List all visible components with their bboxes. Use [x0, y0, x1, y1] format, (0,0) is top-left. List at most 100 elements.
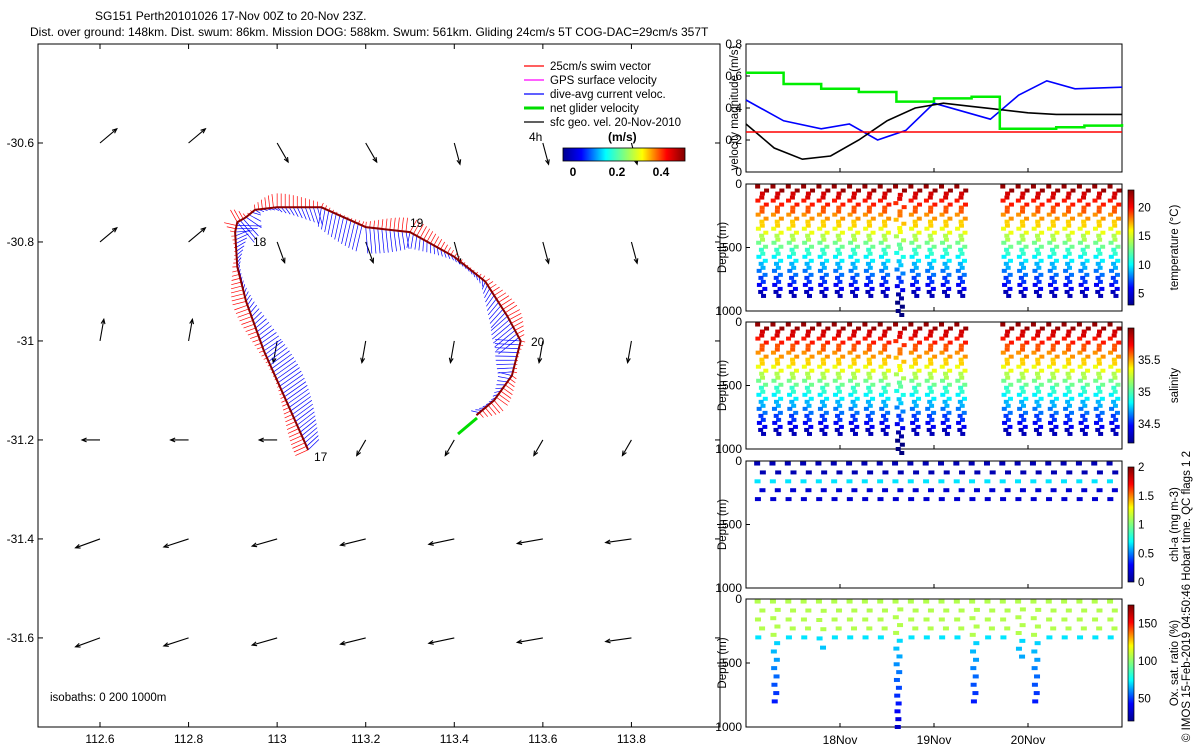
profile-sample-dot	[931, 368, 937, 373]
profile-sample-dot	[912, 347, 918, 352]
profile-sample-dot	[869, 410, 875, 415]
profile-sample-dot	[922, 461, 929, 466]
profile-sample-dot	[1020, 470, 1027, 475]
swim-vector	[369, 221, 371, 228]
profile-sample-dot	[836, 608, 843, 613]
profile-sample-dot	[833, 392, 839, 397]
profile-sample-dot	[855, 368, 861, 373]
profile-sample-dot	[1078, 282, 1084, 287]
profile-sample-dot	[1047, 406, 1053, 411]
profile-sample-dot	[823, 410, 829, 415]
geo-velocity-arrowhead	[100, 317, 106, 325]
geo-velocity-arrow	[517, 637, 543, 643]
profile-sample-dot	[901, 205, 907, 210]
swim-vector	[291, 438, 304, 446]
profile-sample-dot	[1005, 191, 1011, 196]
swim-vector	[287, 428, 299, 434]
profile-sample-dot	[963, 188, 969, 193]
profile-sample-dot	[775, 389, 781, 394]
profile-sample-dot	[1065, 195, 1071, 200]
profile-sample-dot	[1051, 265, 1057, 270]
profile-sample-dot	[805, 371, 811, 376]
profile-sample-dot	[1053, 286, 1059, 291]
profile-sample-dot	[756, 392, 762, 397]
geo-velocity-arrow	[627, 340, 632, 363]
profile-sample-dot	[913, 251, 919, 256]
profile-sample-dot	[866, 371, 872, 376]
profile-y-axis-label: Depth (m)	[717, 222, 729, 273]
current-vector	[494, 343, 520, 346]
profile-sample-dot	[866, 488, 873, 493]
profile-sample-dot	[958, 608, 965, 613]
profile-sample-dot	[836, 357, 842, 362]
geo-velocity-arrowhead	[200, 127, 207, 134]
profile-sample-dot	[869, 424, 875, 429]
profile-sample-dot	[1036, 251, 1042, 256]
profile-sample-dot	[988, 626, 995, 631]
profile-sample-dot	[1035, 607, 1042, 612]
geo-velocity-arrow	[533, 439, 544, 456]
profile-sample-dot	[832, 198, 838, 203]
current-vector	[481, 281, 486, 290]
profile-sample-dot	[1112, 361, 1118, 366]
profile-sample-dot	[774, 385, 780, 390]
profile-sample-dot	[770, 632, 777, 637]
profile-sample-dot	[771, 268, 777, 273]
profile-colorbar-tick-label: 35.5	[1138, 355, 1160, 367]
profile-sample-dot	[771, 364, 777, 369]
profile-sample-dot	[1031, 212, 1037, 217]
swim-vector	[260, 199, 263, 210]
profile-sample-dot	[788, 427, 794, 432]
profile-sample-dot	[1082, 403, 1088, 408]
current-vector	[494, 351, 518, 353]
profile-sample-dot	[929, 417, 935, 422]
profile-sample-dot	[790, 343, 796, 348]
profile-sample-dot	[958, 195, 964, 200]
profile-sample-dot	[775, 251, 781, 256]
profile-sample-dot	[1055, 326, 1061, 331]
profile-sample-dot	[1053, 410, 1059, 415]
profile-sample-dot	[760, 375, 766, 380]
geo-velocity-arrow	[188, 227, 206, 243]
profile-sample-dot	[1112, 205, 1118, 210]
profile-sample-dot	[835, 195, 841, 200]
profile-sample-dot	[805, 361, 811, 366]
current-vector	[365, 227, 369, 254]
map-colorbar-tick-2: 0.4	[653, 165, 670, 179]
profile-sample-dot	[940, 392, 946, 397]
profile-sample-dot	[897, 488, 904, 493]
profile-sample-dot	[832, 226, 838, 231]
profile-sample-dot	[862, 322, 868, 327]
profile-sample-dot	[1007, 410, 1013, 415]
current-vector	[235, 241, 246, 248]
profile-sample-dot	[1032, 420, 1038, 425]
profile-sample-dot	[954, 497, 961, 502]
profile-sample-dot	[931, 272, 937, 277]
profile-sample-dot	[1049, 427, 1055, 432]
profile-sample-dot	[823, 286, 829, 291]
profile-sample-dot	[790, 357, 796, 362]
profile-sample-dot	[1053, 272, 1059, 277]
current-vector	[293, 403, 313, 419]
profile-sample-dot	[791, 279, 797, 284]
profile-sample-dot	[1112, 470, 1119, 475]
profile-sample-dot	[764, 188, 770, 193]
profile-sample-dot	[805, 223, 811, 228]
profile-sample-dot	[835, 247, 841, 252]
profile-colorbar-tick-label: 20	[1138, 202, 1151, 214]
profile-sample-dot	[808, 410, 814, 415]
swim-vector	[500, 298, 513, 307]
profile-sample-dot	[1050, 219, 1056, 224]
profile-sample-dot	[836, 237, 842, 242]
profile-sample-dot	[946, 424, 952, 429]
profile-sample-dot	[1115, 258, 1121, 263]
profile-sample-dot	[892, 497, 899, 502]
profile-sample-dot	[759, 371, 765, 376]
profile-sample-dot	[944, 293, 950, 298]
profile-sample-dot	[775, 403, 781, 408]
profile-sample-dot	[1085, 354, 1091, 359]
profile-sample-dot	[847, 364, 853, 369]
profile-sample-dot	[1096, 333, 1102, 338]
current-vector	[488, 305, 502, 320]
profile-sample-dot	[1101, 326, 1107, 331]
